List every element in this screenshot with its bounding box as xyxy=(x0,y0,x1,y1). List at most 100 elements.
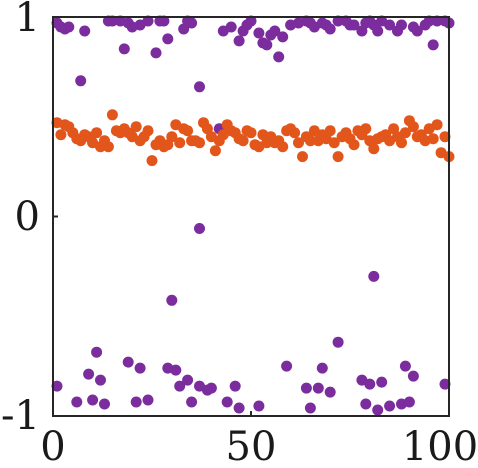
y-tick-label-bottom: -1 xyxy=(1,393,40,439)
data-point-s1-29 xyxy=(166,131,178,143)
data-point-s1-1 xyxy=(55,129,67,141)
data-point-s1-49 xyxy=(245,127,257,139)
data-point-s0-96 xyxy=(324,386,336,398)
data-point-s0-27 xyxy=(245,15,257,27)
data-point-s1-75 xyxy=(348,139,360,151)
data-point-s0-87 xyxy=(221,396,233,408)
data-point-s1-57 xyxy=(277,141,289,153)
x-tick-label-left: 0 xyxy=(40,424,65,468)
data-point-s0-93 xyxy=(304,402,316,414)
data-point-s0-21 xyxy=(194,81,205,93)
data-point-s1-31 xyxy=(174,137,186,149)
data-point-s0-28 xyxy=(253,27,265,39)
data-point-s1-70 xyxy=(328,137,340,149)
data-point-s0-80 xyxy=(170,364,182,376)
data-point-s0-7 xyxy=(106,15,118,27)
data-point-s0-90 xyxy=(253,400,265,412)
data-point-s0-88 xyxy=(229,380,241,392)
data-point-s0-81 xyxy=(174,380,186,392)
data-point-s0-69 xyxy=(71,396,83,408)
data-point-s1-96 xyxy=(431,119,443,131)
data-point-s1-40 xyxy=(209,145,221,157)
plot-area xyxy=(53,17,449,416)
data-point-s0-108 xyxy=(439,378,451,390)
data-point-s0-24 xyxy=(233,35,245,47)
data-point-s0-42 xyxy=(324,23,336,35)
data-point-s0-20 xyxy=(186,17,198,29)
data-points xyxy=(51,15,455,416)
data-point-s0-76 xyxy=(130,396,142,408)
data-point-s0-43 xyxy=(332,15,344,27)
data-point-s0-94 xyxy=(312,382,324,394)
data-point-s1-33 xyxy=(182,125,194,137)
data-point-s0-99 xyxy=(360,398,372,410)
data-point-s1-78 xyxy=(360,123,372,135)
data-point-s0-60 xyxy=(427,39,439,51)
data-point-s0-75 xyxy=(122,356,134,368)
data-point-s1-13 xyxy=(102,141,114,153)
data-point-s1-23 xyxy=(142,125,154,137)
data-point-s1-60 xyxy=(289,127,301,139)
data-point-s0-4 xyxy=(75,75,87,87)
y-tick-label-top: 1 xyxy=(15,0,40,41)
data-point-s0-107 xyxy=(407,370,419,382)
data-point-s0-9 xyxy=(118,43,130,55)
x-tick-label-right: 100 xyxy=(402,424,478,468)
data-point-s1-24 xyxy=(146,155,158,167)
data-point-s1-87 xyxy=(396,137,407,149)
axis-ticks xyxy=(52,16,450,417)
data-point-s0-86 xyxy=(205,382,217,394)
data-point-s1-98 xyxy=(439,131,451,143)
y-tick-label-middle: 0 xyxy=(15,194,40,240)
data-point-s0-92 xyxy=(300,382,312,394)
data-point-s1-69 xyxy=(324,125,336,137)
data-point-s0-100 xyxy=(364,378,376,390)
data-point-s1-10 xyxy=(91,127,103,139)
data-point-s0-66 xyxy=(166,294,178,306)
data-point-s0-71 xyxy=(87,394,99,406)
data-point-s1-95 xyxy=(427,133,439,145)
data-point-s0-82 xyxy=(182,374,194,386)
data-point-s0-102 xyxy=(376,376,388,388)
data-point-s1-62 xyxy=(297,151,308,163)
data-point-s0-65 xyxy=(194,223,205,234)
data-point-s0-14 xyxy=(150,47,162,59)
data-point-s0-83 xyxy=(186,396,198,408)
data-point-s0-101 xyxy=(372,404,384,416)
data-point-s0-73 xyxy=(95,374,106,386)
data-point-s0-72 xyxy=(91,346,103,358)
data-point-s0-55 xyxy=(396,19,407,31)
data-point-s1-47 xyxy=(237,135,249,147)
data-point-s0-32 xyxy=(269,25,281,37)
data-point-s1-14 xyxy=(106,109,118,121)
data-point-s0-95 xyxy=(316,362,328,374)
data-point-s0-5 xyxy=(79,25,91,37)
data-point-s0-46 xyxy=(348,19,360,31)
data-point-s1-64 xyxy=(304,135,316,147)
data-point-s0-13 xyxy=(142,15,154,27)
data-point-s0-103 xyxy=(384,400,396,412)
data-point-s0-17 xyxy=(162,33,174,45)
data-point-s0-51 xyxy=(372,25,384,37)
data-point-s0-33 xyxy=(273,51,285,63)
data-point-s0-16 xyxy=(158,15,170,27)
x-tick-label-center: 50 xyxy=(226,424,277,468)
data-point-s0-67 xyxy=(368,270,380,282)
data-point-s0-68 xyxy=(51,380,63,392)
data-point-s0-3 xyxy=(63,21,75,33)
data-point-s0-106 xyxy=(403,396,415,408)
data-point-s0-91 xyxy=(281,360,293,372)
data-point-s0-59 xyxy=(423,15,435,27)
data-point-s1-61 xyxy=(293,137,304,149)
data-point-s1-36 xyxy=(194,137,205,149)
data-point-s0-70 xyxy=(83,368,95,380)
data-point-s0-57 xyxy=(411,25,423,37)
data-point-s0-97 xyxy=(332,336,344,348)
data-point-s0-78 xyxy=(142,394,154,406)
data-point-s0-77 xyxy=(134,362,146,374)
data-point-s1-90 xyxy=(407,121,419,133)
data-point-s0-74 xyxy=(99,398,110,410)
data-point-s1-20 xyxy=(130,121,142,133)
data-point-s0-105 xyxy=(399,360,411,372)
